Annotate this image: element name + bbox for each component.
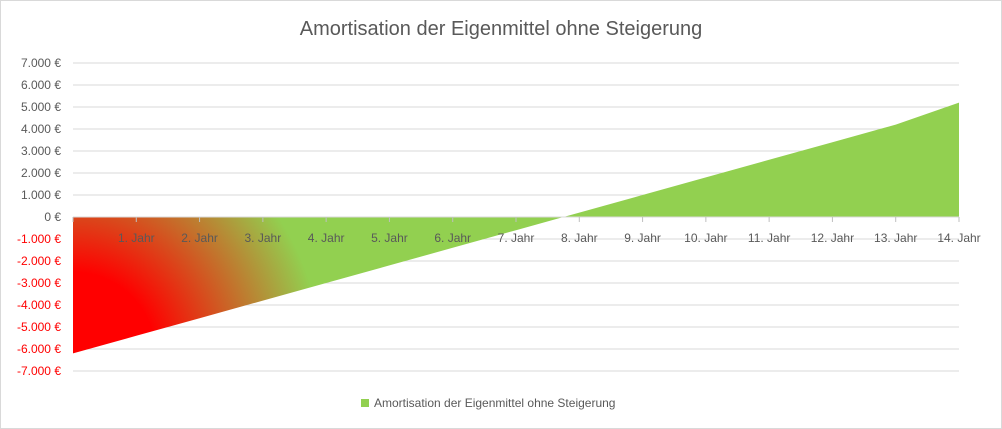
x-axis-tick-labels: 1. Jahr 2. Jahr 3. Jahr 4. Jahr 5. Jahr 6. Ja… xyxy=(118,231,981,245)
y-tick-label: -4.000 € xyxy=(17,298,61,312)
x-tick-label: 4. Jahr xyxy=(308,231,345,245)
y-tick-label: -2.000 € xyxy=(17,254,61,268)
x-tick-label: 9. Jahr xyxy=(624,231,661,245)
y-tick-label: 6.000 € xyxy=(21,78,61,92)
y-tick-label: -5.000 € xyxy=(17,320,61,334)
area-positive xyxy=(563,102,959,217)
y-tick-label: -6.000 € xyxy=(17,342,61,356)
y-tick-label: 3.000 € xyxy=(21,144,61,158)
y-tick-label: 4.000 € xyxy=(21,122,61,136)
y-tick-label: 2.000 € xyxy=(21,166,61,180)
x-tick-label: 8. Jahr xyxy=(561,231,598,245)
x-tick-label: 6. Jahr xyxy=(434,231,471,245)
x-tick-label: 2. Jahr xyxy=(181,231,218,245)
y-tick-label: -7.000 € xyxy=(17,364,61,378)
x-tick-label: 1. Jahr xyxy=(118,231,155,245)
legend-swatch xyxy=(361,399,369,407)
y-tick-label: 0 € xyxy=(44,210,61,224)
area-series xyxy=(73,102,959,354)
x-tick-label: 3. Jahr xyxy=(245,231,282,245)
y-tick-label: 5.000 € xyxy=(21,100,61,114)
y-tick-label: 7.000 € xyxy=(21,56,61,70)
area-negative xyxy=(73,217,564,354)
x-tick-label: 10. Jahr xyxy=(684,231,727,245)
y-tick-label: -1.000 € xyxy=(17,232,61,246)
y-axis-tick-labels: 7.000 € 6.000 € 5.000 € 4.000 € 3.000 € 2.000… xyxy=(17,56,61,378)
chart-title: Amortisation der Eigenmittel ohne Steige… xyxy=(300,18,702,40)
legend-label: Amortisation der Eigenmittel ohne Steige… xyxy=(374,396,615,410)
axes xyxy=(72,216,960,222)
y-tick-label: 1.000 € xyxy=(21,188,61,202)
x-tick-label: 14. Jahr xyxy=(937,231,980,245)
y-tick-label: -3.000 € xyxy=(17,276,61,290)
legend: Amortisation der Eigenmittel ohne Steige… xyxy=(361,396,615,410)
x-tick-label: 13. Jahr xyxy=(874,231,917,245)
x-tick-label: 11. Jahr xyxy=(748,231,790,245)
x-tick-label: 12. Jahr xyxy=(811,231,854,245)
x-tick-label: 7. Jahr xyxy=(498,231,535,245)
x-tick-label: 5. Jahr xyxy=(371,231,408,245)
